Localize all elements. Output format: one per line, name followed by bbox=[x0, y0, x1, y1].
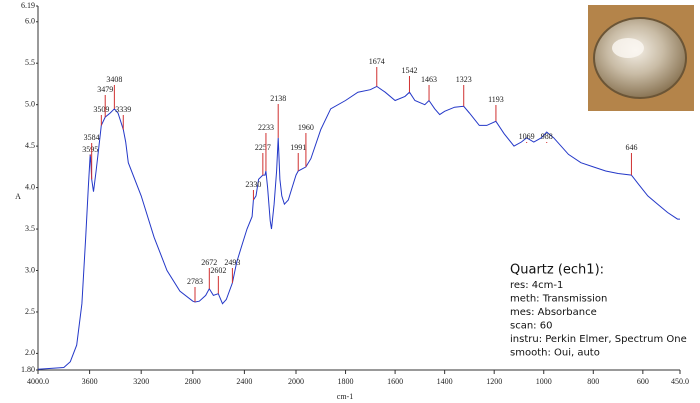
x-tick-label: 1800 bbox=[338, 377, 354, 386]
peak-label: 2138 bbox=[270, 94, 286, 103]
y-tick-label: 2.0 bbox=[25, 348, 35, 357]
y-tick-label: 5.0 bbox=[25, 99, 35, 108]
y-tick-label: 1.80 bbox=[21, 365, 35, 374]
peak-label: 2233 bbox=[258, 123, 274, 132]
y-tick-label: 4.5 bbox=[25, 141, 35, 150]
peak-label: 3584 bbox=[84, 133, 100, 142]
info-line: instru: Perkin Elmer, Spectrum One bbox=[510, 334, 687, 345]
peak-label: 3408 bbox=[106, 75, 122, 84]
peak-label: 3479 bbox=[97, 85, 113, 94]
x-tick-label: 1200 bbox=[486, 377, 502, 386]
y-tick-label: 4.0 bbox=[25, 182, 35, 191]
peak-label: 1193 bbox=[488, 95, 504, 104]
peak-label: 1674 bbox=[369, 57, 385, 66]
sample-photo bbox=[588, 5, 694, 111]
x-tick-label: 1400 bbox=[437, 377, 453, 386]
y-tick-label: 5.5 bbox=[25, 58, 35, 67]
x-tick-label: 2000 bbox=[288, 377, 304, 386]
peak-label: 988 bbox=[541, 132, 553, 141]
info-line: scan: 60 bbox=[510, 321, 552, 332]
info-line: res: 4cm-1 bbox=[510, 280, 563, 291]
y-tick-label: 3.5 bbox=[25, 224, 35, 233]
peak-label: 1323 bbox=[456, 75, 472, 84]
peak-label: 3509 bbox=[93, 105, 109, 114]
x-tick-label: 2800 bbox=[185, 377, 201, 386]
peak-label: 2257 bbox=[255, 143, 271, 152]
peak-label: 1069 bbox=[519, 132, 535, 141]
peak-label: 3595 bbox=[82, 145, 98, 154]
x-tick-label: 450.0 bbox=[671, 377, 689, 386]
info-line: smooth: Oui, auto bbox=[510, 348, 600, 359]
x-tick-label: 1600 bbox=[387, 377, 403, 386]
y-tick-label: 3.0 bbox=[25, 265, 35, 274]
info-title: Quartz (ech1): bbox=[510, 263, 604, 278]
peak-label: 1463 bbox=[421, 75, 437, 84]
peak-label: 2672 bbox=[201, 258, 217, 267]
peak-label: 646 bbox=[625, 143, 637, 152]
y-tick-label: 2.5 bbox=[25, 307, 35, 316]
peak-label: 2783 bbox=[187, 277, 203, 286]
x-tick-label: 600 bbox=[637, 377, 649, 386]
x-axis-label: cm-1 bbox=[337, 392, 353, 401]
info-box: Quartz (ech1): res: 4cm-1 meth: Transmiss… bbox=[510, 263, 687, 359]
x-tick-label: 3600 bbox=[82, 377, 98, 386]
peak-label: 2493 bbox=[224, 258, 240, 267]
y-axis-label: A bbox=[15, 192, 21, 201]
x-tick-label: 800 bbox=[587, 377, 599, 386]
x-tick-label: 3200 bbox=[133, 377, 149, 386]
peak-label: 3339 bbox=[115, 105, 131, 114]
info-line: mes: Absorbance bbox=[510, 307, 597, 318]
peak-label: 1542 bbox=[401, 66, 417, 75]
y-tick-label: 6.0 bbox=[25, 17, 35, 26]
x-tick-label: 1000 bbox=[536, 377, 552, 386]
x-tick-label: 2400 bbox=[236, 377, 252, 386]
info-line: meth: Transmission bbox=[510, 294, 607, 305]
peak-label: 1960 bbox=[298, 123, 314, 132]
spectrum-line bbox=[37, 85, 680, 370]
x-tick-label: 4000.0 bbox=[27, 377, 49, 386]
peak-label: 1991 bbox=[290, 143, 306, 152]
peak-label: 2602 bbox=[210, 266, 226, 275]
peak-label: 2330 bbox=[245, 180, 261, 189]
y-tick-label: 6.19 bbox=[21, 1, 35, 10]
